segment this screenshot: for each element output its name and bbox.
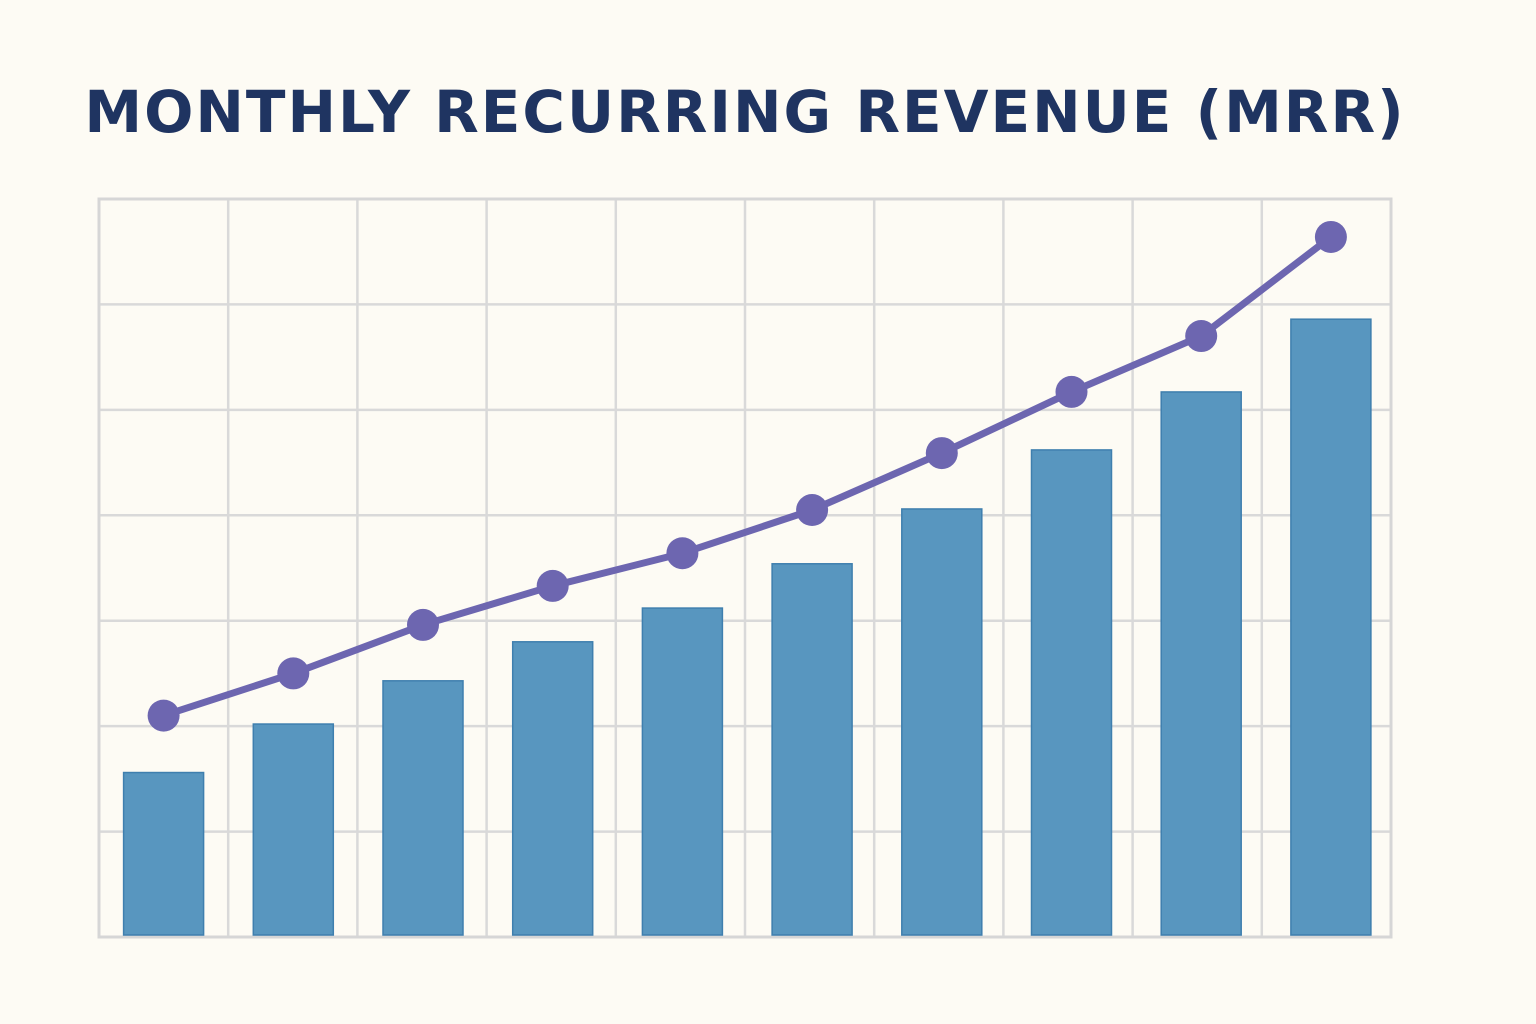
bar bbox=[382, 680, 464, 936]
bar bbox=[1160, 391, 1242, 936]
bar bbox=[771, 563, 853, 936]
line-point bbox=[536, 569, 569, 602]
line-point bbox=[796, 494, 829, 527]
bar bbox=[122, 771, 205, 936]
line-point bbox=[407, 608, 439, 641]
line-point bbox=[666, 537, 699, 570]
bar bbox=[1290, 318, 1372, 936]
line-point bbox=[147, 699, 180, 732]
line-point bbox=[277, 657, 310, 690]
bar-series bbox=[122, 318, 1372, 936]
bar bbox=[641, 607, 724, 936]
line-path bbox=[160, 233, 1335, 720]
line-point bbox=[1055, 375, 1088, 408]
bar bbox=[901, 508, 983, 936]
chart-title: MONTHLY RECURRING REVENUE (MRR) bbox=[84, 78, 1406, 146]
line-series bbox=[147, 220, 1347, 732]
bar bbox=[1030, 449, 1113, 936]
bar bbox=[511, 641, 594, 936]
plot-frame bbox=[97, 197, 1393, 939]
line-point bbox=[1314, 220, 1347, 253]
line-point bbox=[925, 437, 958, 470]
line-point bbox=[1185, 320, 1218, 353]
bar bbox=[252, 723, 335, 936]
